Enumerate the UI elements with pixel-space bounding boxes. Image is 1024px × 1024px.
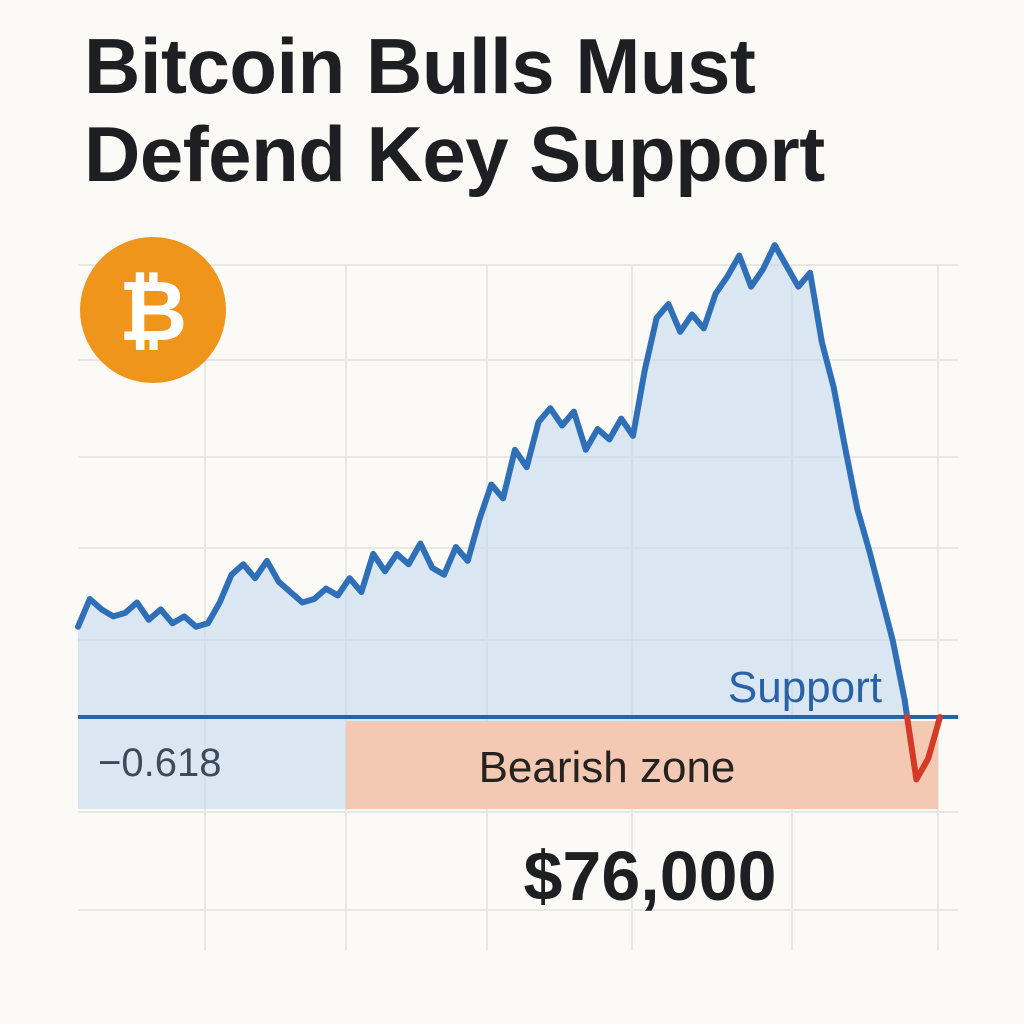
- price-label: $76,000: [523, 837, 776, 915]
- bitcoin-symbol: ₿: [119, 262, 187, 360]
- support-label: Support: [728, 663, 882, 712]
- fib-level-label: −0.618: [98, 741, 221, 785]
- bearish-zone: [346, 721, 938, 809]
- price-line: [75, 242, 911, 720]
- headline-line-2: Defend Key Support: [84, 110, 825, 198]
- bitcoin-icon: [80, 237, 226, 383]
- price-area-fill: [78, 245, 908, 810]
- bitcoin-logo: ₿: [80, 237, 226, 383]
- breakdown-line: [904, 714, 943, 783]
- bearish-zone-label: Bearish zone: [479, 743, 736, 792]
- headline: Bitcoin Bulls Must Defend Key Support: [84, 22, 984, 198]
- headline-line-1: Bitcoin Bulls Must: [84, 22, 756, 110]
